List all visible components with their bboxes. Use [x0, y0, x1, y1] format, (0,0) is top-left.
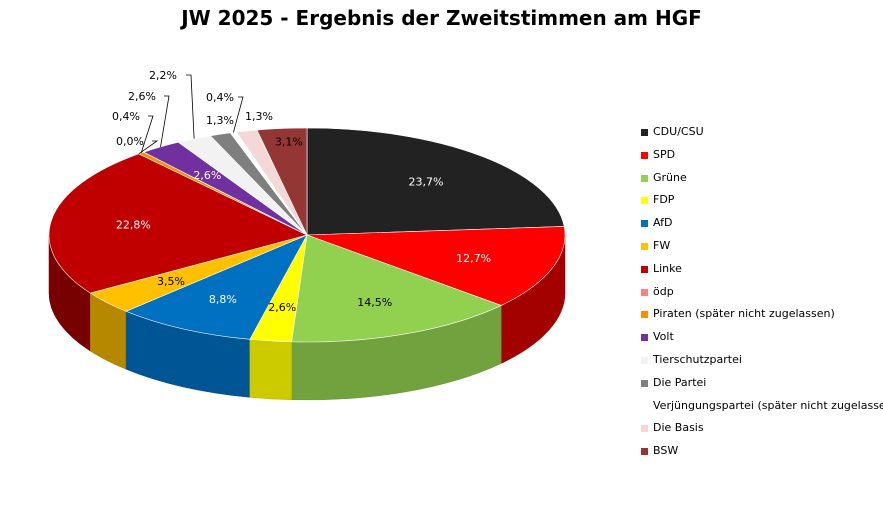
data-label-spd: 12,7%: [456, 252, 491, 265]
legend-swatch: [641, 197, 648, 205]
data-label-volt: 2,6%: [193, 169, 221, 182]
legend-swatch: [641, 174, 648, 182]
legend-swatch: [641, 334, 648, 342]
data-label-cdu-csu: 23,7%: [409, 176, 444, 189]
leader-line-dp: [138, 140, 159, 155]
legend-label: Die Basis: [653, 421, 704, 435]
legend-swatch: [641, 379, 648, 387]
legend-swatch: [641, 265, 648, 273]
data-label-afd: 8,8%: [209, 293, 237, 306]
legend-swatch: [641, 448, 648, 456]
legend-label: FW: [653, 238, 671, 252]
legend-swatch: [641, 425, 648, 433]
leader-line-volt: [160, 95, 170, 147]
pie-side-walls: [48, 234, 566, 401]
leader-line-verj-ngungspartei-sp-ter-nicht-zugelassen: [233, 96, 244, 133]
legend-swatch: [641, 220, 648, 228]
data-label-volt: 2,6%: [128, 90, 156, 103]
data-label-verj-ngungspartei-sp-ter-nicht-zugelassen: 0,4%: [206, 91, 234, 104]
legend-swatch: [641, 356, 648, 364]
legend-label: Grüne: [653, 170, 687, 184]
pie-side-fdp: [249, 339, 292, 401]
pie-top-faces: [48, 127, 566, 343]
data-label-bsw: 3,1%: [275, 135, 303, 148]
data-label-die-basis: 1,3%: [245, 110, 273, 123]
legend-label: ödp: [653, 284, 674, 298]
legend-label: Volt: [653, 330, 674, 344]
data-label-die-partei: 1,3%: [206, 114, 234, 127]
legend-label: BSW: [653, 444, 679, 458]
legend-swatch: [641, 288, 648, 296]
pie-slice-cdu-csu: [306, 127, 565, 236]
pie-slice-gr-ne: [291, 234, 502, 343]
pie-slice-spd: [306, 226, 566, 306]
legend-label: SPD: [653, 147, 676, 161]
pie-slice-linke: [48, 153, 308, 294]
chart-title: JW 2025 - Ergebnis der Zweitstimmen am H…: [181, 6, 702, 30]
legend-label: CDU/CSU: [653, 125, 704, 138]
data-label-linke: 22,8%: [116, 219, 151, 232]
data-label-piraten-sp-ter-nicht-zugelassen: 0,4%: [112, 110, 140, 123]
legend-swatch: [641, 242, 648, 250]
pie-slice-bsw: [256, 127, 308, 236]
leader-line-piraten-sp-ter-nicht-zugelassen: [140, 115, 154, 154]
legend-label: Tierschutzpartei: [653, 352, 742, 366]
pie-slice-afd: [125, 234, 308, 340]
legend-label: FDP: [653, 193, 675, 207]
pie-data-labels: 23,7% 12,7% 14,5% 2,6% 8,8% 3,5% 22,8% 2,6% 3,1%…: [112, 69, 491, 314]
data-label-tierschutzpartei: 2,2%: [149, 69, 177, 82]
legend-label: Verjüngungspartei (später nicht zugelass…: [653, 398, 883, 412]
legend-label: Die Partei: [653, 375, 707, 389]
legend-label: Piraten (später nicht zugelassen): [653, 307, 835, 321]
data-label-fdp: 2,6%: [268, 301, 296, 314]
leader-line-tierschutzpartei: [186, 74, 195, 139]
legend-label: AfD: [653, 216, 673, 230]
data-label-fw: 3,5%: [157, 275, 185, 288]
legend-swatch: [641, 402, 648, 410]
pie-leader-lines: [138, 74, 244, 155]
legend-label: Linke: [653, 261, 682, 275]
legend-swatch: [641, 129, 648, 136]
data-label-gr-ne: 14,5%: [357, 296, 392, 309]
legend-swatch: [641, 151, 648, 159]
data-label-dp: 0,0%: [116, 135, 144, 148]
legend-swatch: [641, 311, 648, 319]
